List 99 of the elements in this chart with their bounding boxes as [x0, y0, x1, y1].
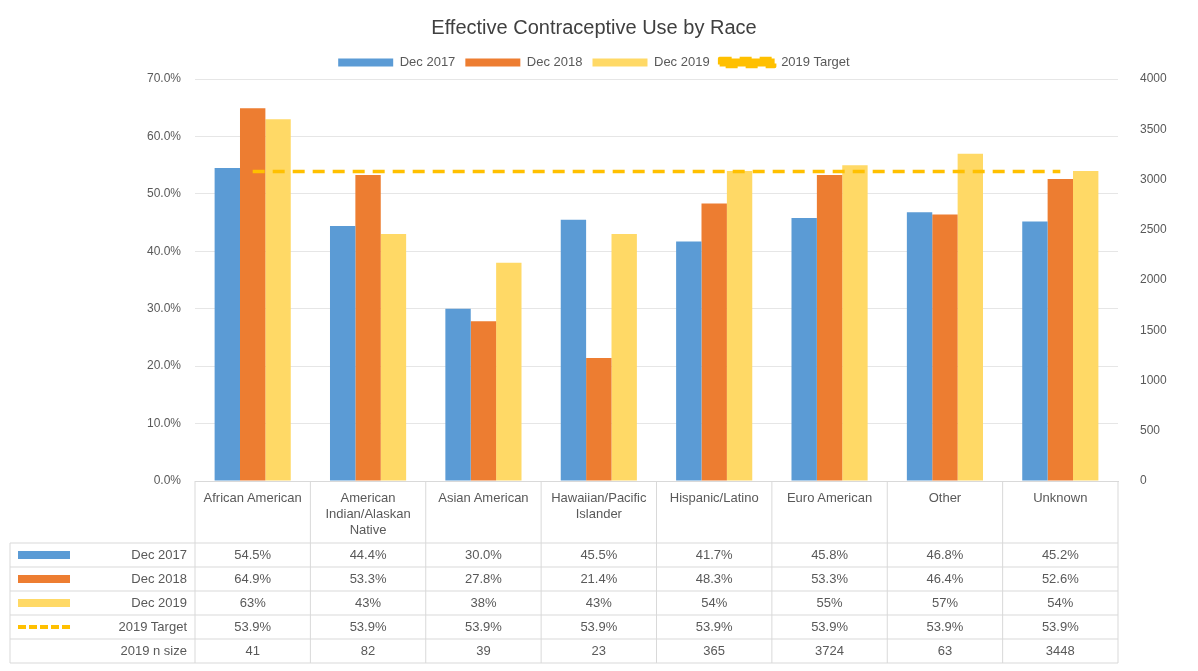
data-label: 41.7% [695, 546, 734, 562]
bar [726, 170, 753, 481]
x-tick-label: American Indian/Alaskan Native [325, 490, 411, 537]
y-tick-label: 10.0% [146, 415, 182, 430]
x-tick-label: Other [928, 490, 962, 506]
data-label: 63% [239, 594, 267, 610]
bar [957, 153, 984, 481]
legend-label: 2019 Target [781, 54, 850, 70]
legend-label: Dec 2018 [526, 54, 583, 70]
data-label: 64.9% [234, 570, 272, 586]
bar [906, 212, 933, 481]
bar [470, 321, 497, 481]
bar [380, 234, 407, 481]
data-label: 38% [470, 594, 497, 610]
data-label: 53.9% [1041, 618, 1080, 634]
data-label: 52.6% [1041, 570, 1080, 586]
text: 82 [360, 642, 376, 658]
bar [445, 308, 471, 481]
data-label: 43% [585, 594, 613, 610]
text: Dec 2019 [131, 594, 187, 610]
bar [932, 214, 958, 481]
data-label: 53.9% [465, 618, 503, 634]
bar [265, 119, 291, 481]
data-label: 30.0% [465, 546, 503, 562]
y2-tick-label: 1000 [1140, 372, 1168, 387]
bar [1047, 178, 1073, 481]
data-label: 54% [701, 594, 728, 610]
y2-tick-label: 500 [1140, 423, 1161, 438]
legend-label: Dec 2019 [653, 54, 710, 70]
data-label: 45.8% [811, 546, 849, 562]
y2-tick-label: 4000 [1140, 71, 1168, 86]
data-label: 54.5% [234, 546, 272, 562]
data-label: 48.3% [695, 570, 734, 586]
bar [496, 262, 522, 481]
text: 3724 [815, 642, 845, 658]
x-tick-label: Euro American [786, 490, 873, 506]
bar [560, 219, 587, 481]
data-label: 45.2% [1041, 546, 1080, 562]
data-label: 53.9% [580, 618, 618, 634]
bar [816, 174, 843, 481]
x-tick-label: Unknown [1033, 490, 1088, 506]
data-label: 53.9% [926, 618, 964, 634]
text: 3448 [1045, 642, 1075, 658]
y-tick-label: 40.0% [146, 243, 182, 258]
y-tick-label: 50.0% [146, 186, 182, 201]
data-label: 53.9% [695, 618, 734, 634]
x-tick-label: African American [203, 490, 302, 506]
data-label: 27.8% [465, 570, 503, 586]
bar [214, 168, 240, 481]
bar [1073, 170, 1099, 481]
data-label: 57% [931, 594, 959, 610]
bar [701, 203, 727, 481]
bar [586, 358, 612, 481]
data-label: 54% [1047, 594, 1074, 610]
x-tick-label: Hispanic/Latino [669, 490, 759, 506]
data-label: 45.5% [580, 546, 618, 562]
text: 2019 n size [120, 642, 187, 658]
text: 41 [245, 642, 260, 658]
bar [676, 241, 702, 481]
bar [355, 174, 381, 481]
x-tick-label: Hawaiian/Pacific Islander [551, 490, 647, 521]
x-tick-label: Asian American [438, 490, 529, 506]
data-label: 53.3% [811, 570, 849, 586]
y-tick-label: 60.0% [146, 128, 182, 143]
data-label: 55% [816, 594, 844, 610]
legend-label: Dec 2017 [399, 54, 456, 70]
data-label: 53.3% [349, 570, 387, 586]
y-tick-label: 0.0% [153, 473, 182, 488]
data-label: 46.4% [926, 570, 964, 586]
chart-title: Effective Contraceptive Use by Race [431, 15, 757, 38]
y2-tick-label: 3000 [1140, 171, 1168, 186]
bar [842, 165, 868, 481]
text: 23 [591, 642, 607, 658]
text: 63 [937, 642, 953, 658]
y2-tick-label: 2500 [1140, 222, 1168, 237]
text: 365 [703, 642, 726, 658]
y2-tick-label: 2000 [1140, 272, 1168, 287]
data-label: 43% [355, 594, 382, 610]
text: Dec 2017 [131, 546, 187, 562]
bar [240, 108, 266, 481]
data-label: 21.4% [580, 570, 618, 586]
text: 2019 Target [118, 618, 187, 634]
data-label: 46.8% [926, 546, 964, 562]
y2-tick-label: 1500 [1140, 322, 1168, 337]
text: Dec 2018 [131, 570, 187, 586]
text: 39 [476, 642, 491, 658]
y-tick-label: 70.0% [146, 71, 182, 86]
bar [329, 226, 356, 481]
data-label: 53.9% [234, 618, 272, 634]
y2-tick-label: 0 [1140, 473, 1147, 488]
data-label: 53.9% [349, 618, 387, 634]
bar [1022, 221, 1048, 481]
y2-tick-label: 3500 [1140, 121, 1168, 136]
y-tick-label: 30.0% [146, 301, 182, 316]
bar [791, 217, 817, 481]
data-label: 44.4% [349, 546, 387, 562]
data-label: 53.9% [811, 618, 849, 634]
y-tick-label: 20.0% [146, 358, 182, 373]
bar [611, 234, 637, 481]
